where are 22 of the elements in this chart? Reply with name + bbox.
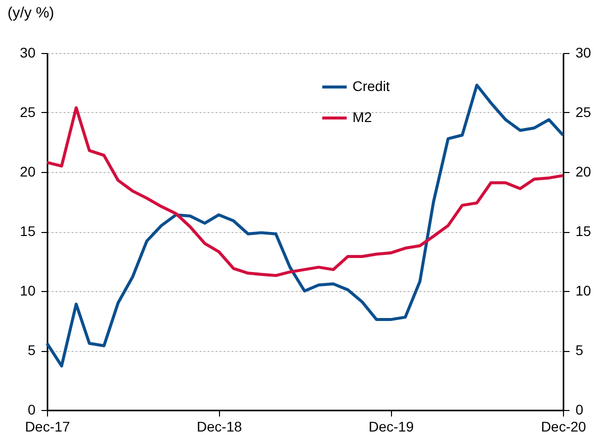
- y-axis-title: (y/y %): [8, 4, 54, 22]
- y-tick-label: 15: [20, 223, 36, 239]
- y-tick-label: 25: [20, 104, 36, 120]
- y2-tick-label: 15: [576, 223, 592, 239]
- y-tick-label: 20: [20, 164, 36, 180]
- legend-label: Credit: [352, 78, 390, 94]
- legend-label: M2: [352, 109, 372, 125]
- y2-tick-label: 25: [576, 104, 592, 120]
- x-tick-label: Dec-18: [196, 418, 242, 434]
- y-tick-label: 0: [28, 402, 36, 418]
- y-tick-label: 5: [28, 342, 36, 358]
- y2-tick-label: 0: [576, 402, 584, 418]
- y-tick-label: 30: [20, 44, 36, 60]
- y2-tick-label: 10: [576, 282, 592, 298]
- x-tick-label: Dec-19: [368, 418, 414, 434]
- line-series: [46, 106, 564, 278]
- x-tick-label: Dec-20: [540, 418, 586, 434]
- y2-tick-label: 20: [576, 164, 592, 180]
- y-tick-label: 10: [20, 282, 36, 298]
- x-tick-label: Dec-17: [24, 418, 70, 434]
- y2-tick-label: 5: [576, 342, 584, 358]
- y2-tick-label: 30: [576, 44, 592, 60]
